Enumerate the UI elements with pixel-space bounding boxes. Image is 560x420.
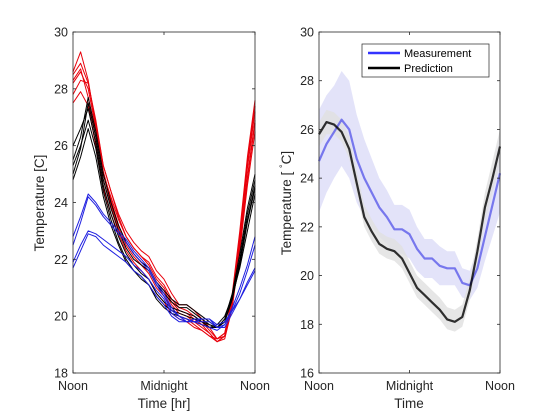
panel0-y-tick-label-4: 26 <box>54 139 68 153</box>
panel1-y-tick-label-5: 26 <box>300 123 314 137</box>
panel0-y-tick-label-3: 24 <box>54 196 68 210</box>
left-y-axis-label: Temperature [C] <box>32 155 47 252</box>
panel1-y-tick-label-7: 30 <box>300 26 314 40</box>
panel1-x-tick-label-2: Noon <box>485 379 515 393</box>
panel0-x-tick-label-1: Midnight <box>140 379 188 393</box>
right-ticks: 16 18 20 22 24 26 28 30 Noon Midnight Noon <box>300 26 515 394</box>
right-y-label-part-1: Temperature [ <box>279 168 294 255</box>
legend-box <box>361 43 490 78</box>
panel0-y-tick-label-2: 22 <box>54 253 68 267</box>
panel0-y-tick-label-1: 20 <box>54 310 68 324</box>
right-bands <box>319 71 500 332</box>
panel0-series-line-8 <box>72 108 256 328</box>
panel0-y-tick-label-0: 18 <box>54 367 68 381</box>
panel1-series-line-1 <box>318 120 502 323</box>
left-series-lines <box>72 51 256 343</box>
panel0-x-tick-label-2: Noon <box>240 379 270 393</box>
panel1-x-tick-label-1: Midnight <box>386 379 434 393</box>
panel0-x-tick-label-0: Noon <box>58 379 88 393</box>
legend: Measurement Prediction <box>361 43 490 78</box>
panel0-y-tick-label-5: 28 <box>54 82 68 96</box>
left-panel: 18 20 22 24 26 28 30 Noon Midnight Noon Time [hr]… <box>32 26 270 412</box>
panel1-y-tick-label-1: 18 <box>300 318 314 332</box>
panel0-series-line-14 <box>72 233 256 326</box>
panel0-series-line-12 <box>72 196 256 331</box>
panel1-band-1 <box>319 109 500 332</box>
panel1-x-tick-label-0: Noon <box>304 379 334 393</box>
panel1-y-tick-label-2: 20 <box>300 269 314 283</box>
panel1-y-tick-label-0: 16 <box>300 367 314 381</box>
panel1-y-tick-label-3: 22 <box>300 220 314 234</box>
legend-measurement-label: Measurement <box>404 48 471 60</box>
legend-prediction-label: Prediction <box>404 63 453 75</box>
right-panel: 16 18 20 22 24 26 28 30 Noon Midnight Noon Time Te… <box>278 26 515 412</box>
panel0-y-tick-label-6: 30 <box>54 26 68 40</box>
left-x-axis-label: Time [hr] <box>138 396 191 411</box>
right-series-lines <box>317 118 502 323</box>
panel1-y-tick-label-6: 28 <box>300 74 314 88</box>
right-y-axis-label: Temperature [ °C] <box>278 151 294 255</box>
panel0-series-line-10 <box>72 128 256 328</box>
panel0-series-line-13 <box>72 230 256 328</box>
left-ticks: 18 20 22 24 26 28 30 Noon Midnight Noon <box>54 26 270 394</box>
right-x-axis-label: Time <box>394 396 424 411</box>
right-y-label-degree: ° <box>278 164 288 168</box>
right-y-label-part-2: C] <box>279 151 294 165</box>
panel1-y-tick-label-4: 24 <box>300 172 314 186</box>
